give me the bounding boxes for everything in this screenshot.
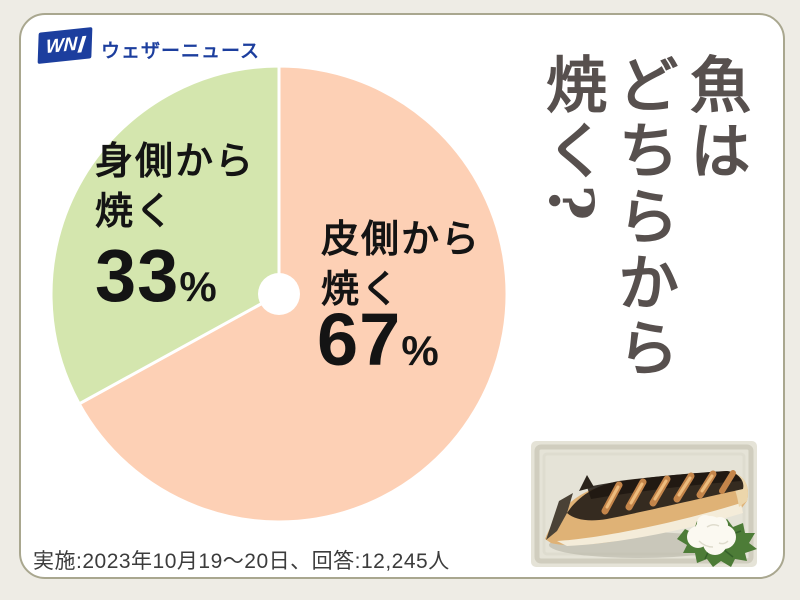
pie-chart-svg [49,64,509,524]
flesh-side-percent-number: 33 [95,234,180,317]
infographic-card: WN ウェザーニュース 身側から 焼く 33% 皮側から 焼く 67% 魚は ど… [19,13,785,579]
skin-side-value: 67% [317,303,439,377]
flesh-side-label-line2: 焼く [95,191,176,234]
grilled-fish-illustration [531,441,757,567]
weathernews-logo-icon: WN [37,27,93,64]
flesh-side-percent-sign: % [179,263,217,310]
flesh-side-value: 33% [95,239,217,313]
skin-side-percent-sign: % [401,327,439,374]
skin-side-label-line1: 皮側から [321,219,482,261]
skin-side-label: 皮側から 焼く [321,215,481,315]
pie-center-hole [258,273,300,315]
weathernews-logo-text: ウェザーニュース [101,41,261,62]
title-column-2: どちらから [607,53,679,383]
skin-side-percent-number: 67 [317,298,402,381]
flesh-side-label: 身側から 焼く [95,137,255,237]
logo-mark-slash [77,35,87,53]
skin-side-label-line2: 焼く [321,269,402,312]
pie-slice-flesh-side [49,64,281,406]
title-column-3: 焼く? [535,53,607,226]
flesh-side-label-line1: 身側から [95,141,256,183]
logo-mark-text: WN [45,33,78,59]
page-title: 魚は どちらから 焼く? [534,53,750,443]
title-column-1: 魚は [679,53,750,185]
survey-note: 実施:2023年10月19〜20日、回答:12,245人 [33,550,450,573]
